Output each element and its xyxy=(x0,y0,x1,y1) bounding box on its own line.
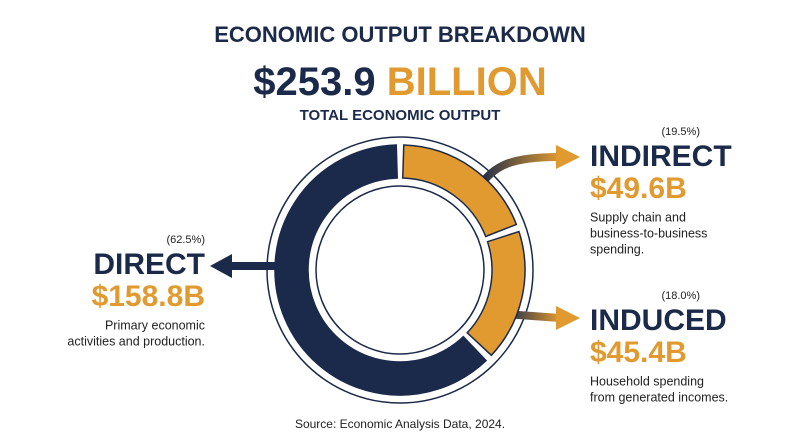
share-label: (18.0%) xyxy=(661,290,700,302)
donut-segment xyxy=(274,144,488,396)
description: Household spending xyxy=(590,374,704,388)
description: from generated incomes. xyxy=(590,390,728,404)
source: Source: Economic Analysis Data, 2024. xyxy=(295,417,505,431)
value-label: $158.8B xyxy=(92,280,205,313)
description: Supply chain and xyxy=(590,210,686,224)
description: spending. xyxy=(590,242,644,256)
total-amount: $253.9 xyxy=(253,60,375,104)
inner-ring xyxy=(315,185,485,355)
category-label: INDUCED xyxy=(590,304,727,337)
total-unit: BILLION xyxy=(387,60,547,104)
category-label: INDIRECT xyxy=(590,140,732,173)
category-label: DIRECT xyxy=(93,248,205,281)
arrow-head xyxy=(556,306,580,330)
arrow-head xyxy=(556,145,580,169)
total: $253.9 BILLION xyxy=(253,60,546,104)
share-label: (19.5%) xyxy=(661,126,700,138)
arrow-head xyxy=(210,254,232,278)
chart-title: ECONOMIC OUTPUT BREAKDOWN xyxy=(214,22,586,47)
description: business-to-business xyxy=(590,226,707,240)
value-label: $45.4B xyxy=(590,336,687,369)
donut-segment xyxy=(466,230,526,357)
donut-segment xyxy=(401,144,518,238)
share-label: (62.5%) xyxy=(166,234,205,246)
value-label: $49.6B xyxy=(590,172,687,205)
description: activities and production. xyxy=(67,334,205,348)
subtitle: TOTAL ECONOMIC OUTPUT xyxy=(300,107,501,124)
description: Primary economic xyxy=(105,318,205,332)
